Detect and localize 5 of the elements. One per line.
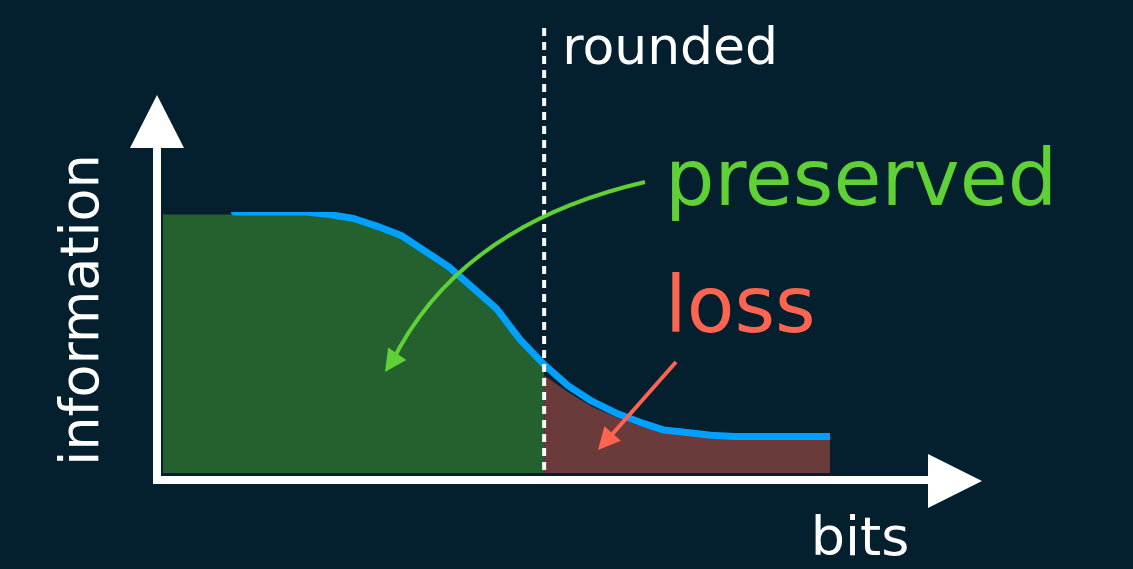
text: rounded <box>562 16 779 76</box>
y-axis-title: information <box>48 154 111 466</box>
x-axis-title: bits <box>810 505 910 568</box>
annotation: preserved <box>665 133 1058 223</box>
annotation: loss <box>665 260 816 350</box>
